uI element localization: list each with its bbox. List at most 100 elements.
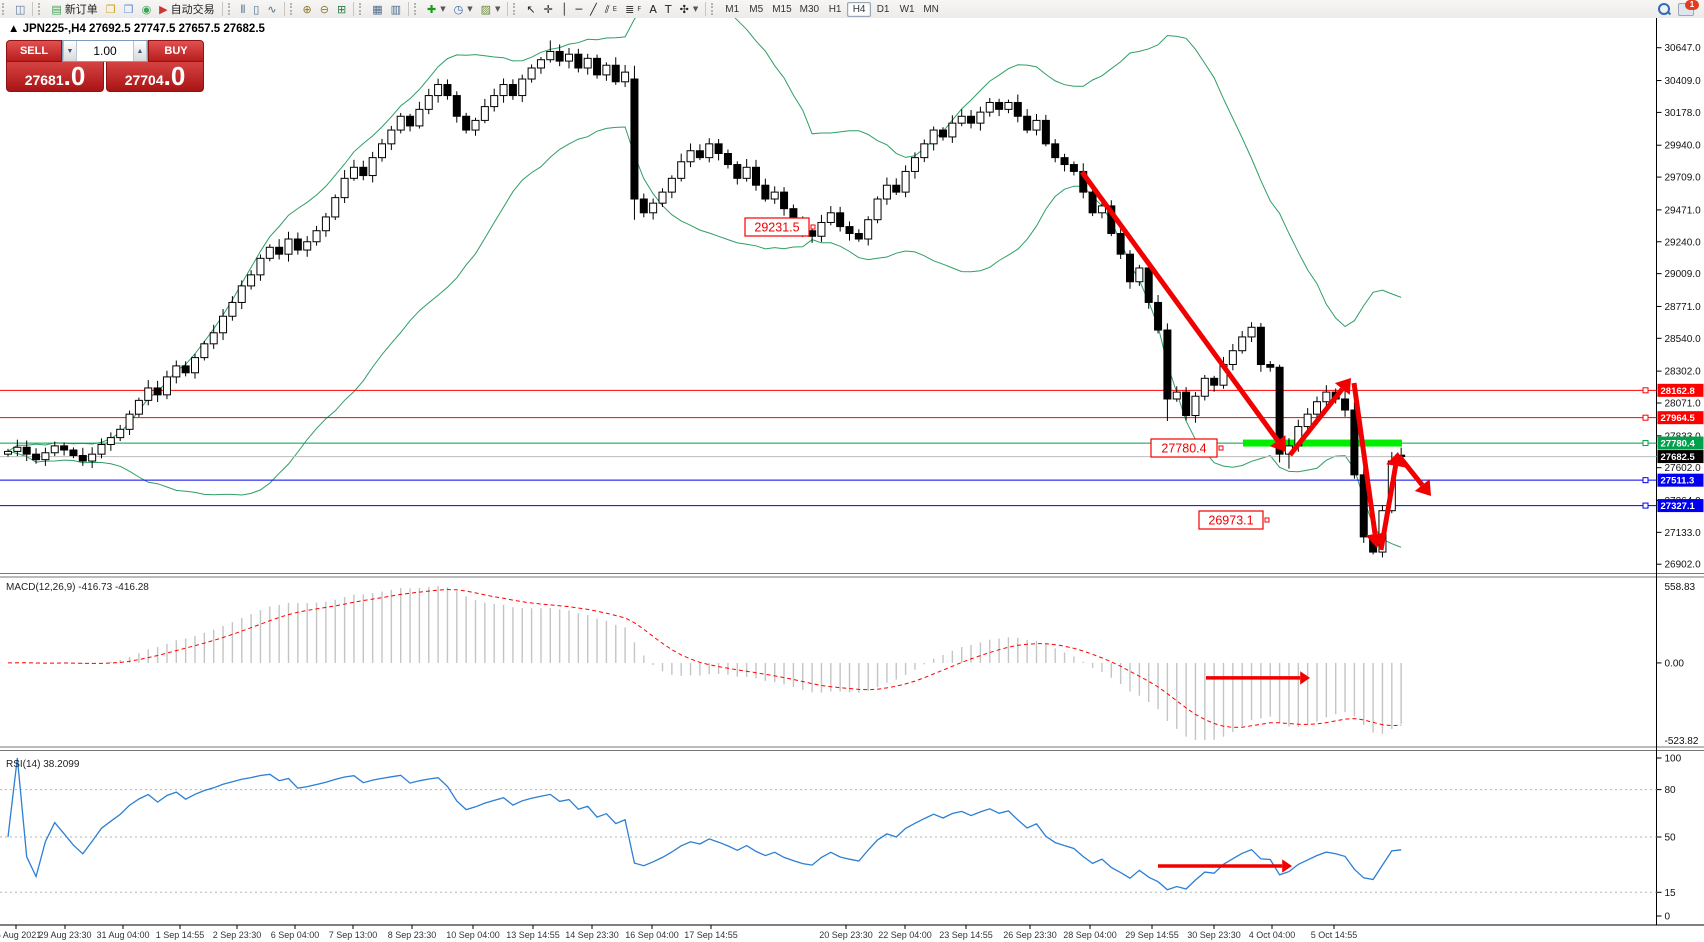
- rsi-label: RSI(14) 38.2099: [6, 759, 80, 770]
- macd-axis-min: -523.82: [1665, 736, 1699, 747]
- main-toolbar: ◫ ▤ 新订单 ❒ ❒ ◉ ▶ 自动交易 ⫴ ▯ ∿ ⊕ ⊖ ⊞ ▦ ▥ ✚ ▼ ◷ ▼ ▨ ▼ ↖ ✛ │ ─ ╱ ⫽ E ≣ F A T ✣ ▼…: [0, 0, 1704, 19]
- timeframe-mn[interactable]: MN: [919, 2, 943, 17]
- auto-arrange-icon[interactable]: ▦: [368, 1, 386, 17]
- periods-button[interactable]: ◷ ▼: [450, 1, 477, 17]
- timeframe-w1[interactable]: W1: [895, 2, 919, 17]
- chart-surface[interactable]: ▲ JPN225-,H4 27692.5 27747.5 27657.5 276…: [0, 18, 1704, 942]
- bar-chart-icon-icon: ⫴: [240, 2, 246, 16]
- sell-price[interactable]: 27681.0: [6, 62, 104, 92]
- candle: [22, 446, 31, 455]
- history-center-icon[interactable]: ❒: [102, 1, 120, 17]
- templates-button[interactable]: ▨ ▼: [477, 1, 505, 17]
- price-label-box: [1198, 510, 1264, 530]
- candle: [574, 53, 583, 69]
- candle: [985, 101, 994, 113]
- sell-button[interactable]: SELL: [6, 40, 62, 62]
- timeframe-m30[interactable]: M30: [796, 2, 823, 17]
- metaeditor-icon[interactable]: ❒: [120, 1, 138, 17]
- text-tool[interactable]: A: [645, 1, 661, 17]
- candle: [1126, 253, 1134, 283]
- candle: [611, 64, 620, 83]
- candle: [69, 449, 78, 457]
- timeframe-m15[interactable]: M15: [768, 2, 795, 17]
- candle: [995, 101, 1004, 110]
- candle: [209, 332, 218, 345]
- candle: [808, 230, 817, 237]
- timeframe-h1[interactable]: H1: [823, 2, 847, 17]
- candle: [237, 285, 246, 303]
- zoom-in-icon[interactable]: ⊕: [299, 1, 316, 17]
- vertical-line-tool[interactable]: │: [557, 1, 572, 17]
- volume-decrease-button[interactable]: ▼: [63, 41, 77, 61]
- zoom-out-icon-icon: ⊖: [319, 2, 329, 16]
- candle: [200, 343, 209, 359]
- candle: [602, 64, 611, 76]
- crosshair-tool[interactable]: ✛: [540, 1, 557, 17]
- new-order-button[interactable]: ▤ 新订单: [47, 1, 101, 17]
- add-indicator-button[interactable]: ✚ ▼: [423, 1, 450, 17]
- text-tool-icon: A: [649, 2, 657, 16]
- bar-chart-icon[interactable]: ⫴: [237, 1, 250, 17]
- equidistant-channel-tool[interactable]: ⫽ E: [601, 1, 621, 17]
- level-badge: [1657, 383, 1704, 397]
- chart-shift-icon[interactable]: ▥: [387, 1, 405, 17]
- timeframe-m5[interactable]: M5: [744, 2, 768, 17]
- notifications-icon[interactable]: 1: [1678, 0, 1699, 16]
- candle: [1247, 326, 1256, 338]
- candle: [864, 219, 873, 240]
- candle: [649, 202, 658, 214]
- chart-window-icon[interactable]: ◫: [11, 1, 29, 17]
- price-tick: 30647.0: [1665, 43, 1702, 54]
- candle: [1191, 395, 1200, 417]
- time-label: 26 Sep 23:30: [1003, 930, 1057, 940]
- price-tick: 26902.0: [1665, 560, 1702, 571]
- candle: [191, 357, 199, 374]
- arrows-tool[interactable]: ✣ ▼: [676, 1, 703, 17]
- candle: [1238, 336, 1247, 352]
- candle: [1172, 391, 1181, 400]
- candle: [1303, 413, 1312, 428]
- timeframe-h4[interactable]: H4: [847, 1, 872, 17]
- candle: [462, 115, 471, 131]
- level-handle: [1642, 387, 1649, 394]
- volume-increase-button[interactable]: ▲: [133, 41, 147, 61]
- candle: [686, 150, 695, 163]
- price-label-anchor: [810, 224, 816, 230]
- timeframe-m1[interactable]: M1: [720, 2, 744, 17]
- candle: [265, 246, 274, 259]
- candle: [536, 59, 545, 69]
- price-tick: 28071.0: [1665, 398, 1702, 409]
- buy-price[interactable]: 27704.0: [106, 62, 204, 92]
- level-handle: [1642, 440, 1649, 447]
- trendline-tool[interactable]: ╱: [586, 1, 601, 17]
- candle: [368, 157, 377, 177]
- text-label-tool[interactable]: T: [661, 1, 676, 17]
- cursor-tool[interactable]: ↖: [522, 1, 539, 17]
- candle: [770, 191, 779, 200]
- candle: [1154, 301, 1163, 331]
- zoom-out-icon[interactable]: ⊖: [316, 1, 333, 17]
- volume-value[interactable]: 1.00: [93, 44, 117, 58]
- periods-button-icon: ◷: [453, 2, 464, 16]
- line-chart-icon[interactable]: ∿: [263, 1, 280, 17]
- tile-windows-icon[interactable]: ⊞: [333, 1, 350, 17]
- horizontal-line-tool[interactable]: ─: [571, 1, 586, 17]
- candle: [219, 315, 228, 334]
- current-price-badge: [1657, 450, 1704, 464]
- level-badge-text: 27964.5: [1661, 413, 1696, 424]
- candle: [817, 221, 826, 237]
- timeframe-d1[interactable]: D1: [871, 2, 895, 17]
- candle: [892, 184, 901, 193]
- candlestick-chart-icon[interactable]: ▯: [249, 1, 263, 17]
- buy-button[interactable]: BUY: [148, 40, 204, 62]
- candle: [424, 95, 433, 110]
- level-handle: [1642, 502, 1649, 509]
- candle: [228, 301, 237, 317]
- signals-icon[interactable]: ◉: [138, 1, 156, 17]
- search-icon[interactable]: [1658, 3, 1672, 16]
- fibonacci-tool[interactable]: ≣ F: [621, 1, 645, 17]
- autotrading-button[interactable]: ▶ 自动交易: [155, 1, 218, 17]
- candle: [565, 53, 573, 62]
- candle: [106, 437, 115, 445]
- candle: [247, 274, 256, 287]
